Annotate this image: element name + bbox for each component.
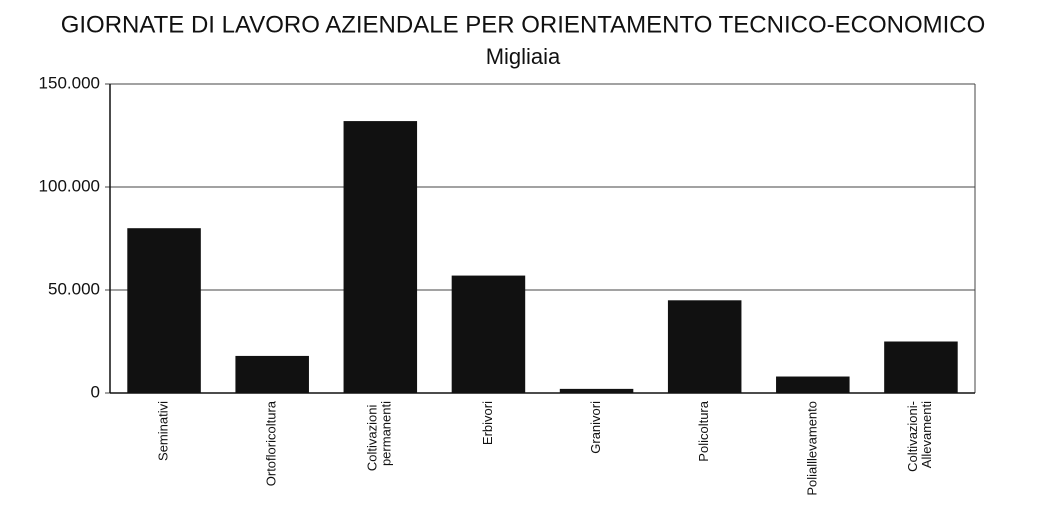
y-tick-label: 50.000 (48, 279, 100, 298)
bar (884, 341, 958, 393)
x-tick-label: Policoltura (696, 400, 711, 461)
x-tick-label-line: Coltivazioni- (905, 401, 920, 472)
bar (776, 376, 850, 393)
chart-subtitle: Migliaia (486, 44, 561, 69)
bar (667, 300, 742, 393)
x-tick-label: Coltivazioni-Allevamenti (905, 401, 934, 472)
y-tick-label: 150.000 (39, 73, 100, 92)
x-tick-label: Polialllevamento (804, 401, 819, 496)
y-tick-label: 100.000 (39, 176, 100, 195)
x-tick-label: Seminativi (156, 401, 171, 461)
bar (235, 355, 309, 393)
x-tick-label-line: Coltivazioni (365, 401, 380, 471)
chart-title: GIORNATE DI LAVORO AZIENDALE PER ORIENTA… (61, 11, 986, 38)
bar (343, 121, 418, 393)
y-tick-label: 0 (91, 382, 100, 401)
x-tick-label: Granivori (588, 401, 603, 454)
x-tick-label: Coltivazioni permanenti (365, 401, 394, 471)
x-tick-label: Ortofloricoltura (264, 400, 279, 486)
bar (127, 228, 201, 393)
bar (451, 275, 526, 393)
bar (559, 388, 634, 393)
x-tick-label: Erbivori (480, 401, 495, 445)
x-tick-label-line: permanenti (379, 401, 394, 466)
x-tick-label-line: Allevamenti (919, 401, 934, 468)
